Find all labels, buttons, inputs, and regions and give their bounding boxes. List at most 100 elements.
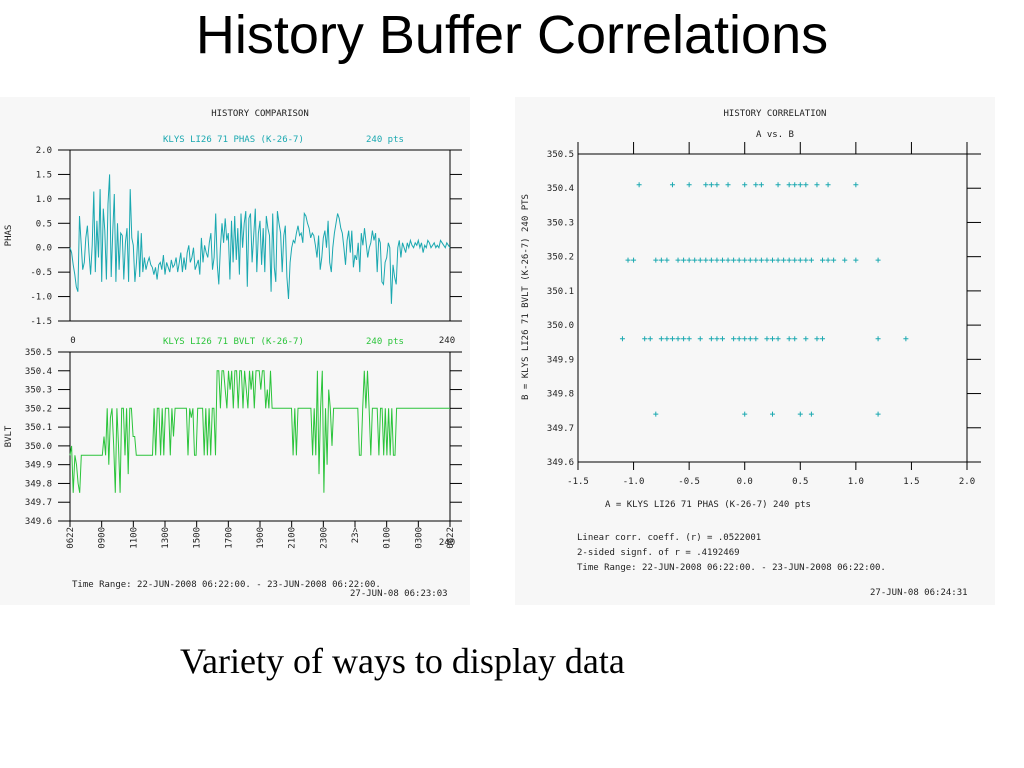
scatter-point — [725, 257, 731, 263]
scatter-point — [764, 257, 770, 263]
time-tick-label: 23> — [351, 526, 361, 543]
scatter-point — [697, 336, 703, 342]
time-tick-label: 0622 — [66, 527, 76, 549]
scatter-point — [803, 257, 809, 263]
y-tick-label: 350.3 — [547, 218, 574, 228]
scatter-point — [786, 182, 792, 188]
scatter-point — [753, 182, 759, 188]
scatter-point — [719, 336, 725, 342]
scatter-point — [853, 257, 859, 263]
scatter-point — [797, 182, 803, 188]
time-tick-label: 1300 — [161, 527, 171, 549]
history-correlation-panel: HISTORY CORRELATION A vs. B A = KLYS LI2… — [515, 97, 995, 605]
history-comparison-panel: HISTORY COMPARISON KLYS LI26 71 PHAS (K-… — [0, 97, 470, 605]
scatter-point — [781, 257, 787, 263]
top-x-end-label: 240 — [439, 336, 455, 346]
scatter-point — [719, 257, 725, 263]
scatter-point — [714, 257, 720, 263]
x-tick-label: 0.5 — [792, 477, 808, 487]
time-tick-label: 2100 — [288, 527, 298, 549]
plot-frame — [69, 149, 451, 322]
scatter-point — [786, 257, 792, 263]
y-tick-label: 350.1 — [547, 287, 574, 297]
x-axis-label: A = KLYS LI26 71 PHAS (K-26-7) 240 pts — [605, 500, 811, 510]
scatter-point — [686, 257, 692, 263]
scatter-point — [825, 182, 831, 188]
time-tick-label: 1700 — [224, 527, 234, 549]
scatter-point — [758, 257, 764, 263]
stats-line: Linear corr. coeff. (r) = .0522001 — [577, 533, 761, 543]
scatter-point — [681, 336, 687, 342]
y-tick-label: -0.5 — [30, 268, 52, 278]
stats-line: 2-sided signf. of r = .4192469 — [577, 548, 740, 558]
scatter-point — [714, 182, 720, 188]
scatter-point — [808, 411, 814, 417]
x-tick-label: -1.0 — [623, 477, 645, 487]
y-axis-label: BVLT — [4, 425, 14, 447]
scatter-point — [742, 411, 748, 417]
scatter-point — [664, 336, 670, 342]
y-tick-label: -1.5 — [30, 317, 52, 327]
timestamp: 27-JUN-08 06:23:03 — [350, 589, 448, 599]
scatter-point — [875, 411, 881, 417]
x-tick-label: 0.0 — [737, 477, 753, 487]
scatter-point — [792, 182, 798, 188]
y-tick-label: 350.5 — [547, 150, 574, 160]
scatter-point — [792, 257, 798, 263]
time-tick-label: 1500 — [193, 527, 203, 549]
plot-frame — [577, 153, 968, 463]
bottom-series-label: KLYS LI26 71 BVLT (K-26-7) — [163, 337, 304, 347]
scatter-point — [636, 182, 642, 188]
bottom-series-pts: 240 pts — [366, 337, 404, 347]
panel-subheading: A vs. B — [756, 130, 794, 140]
timestamp: 27-JUN-08 06:24:31 — [870, 588, 968, 598]
scatter-point — [708, 182, 714, 188]
scatter-point — [742, 182, 748, 188]
scatter-point — [736, 336, 742, 342]
scatter-point — [814, 182, 820, 188]
y-tick-label: 349.9 — [25, 461, 52, 471]
scatter-point — [653, 257, 659, 263]
scatter-point — [653, 411, 659, 417]
x-tick-label: 2.0 — [959, 477, 975, 487]
scatter-point — [803, 336, 809, 342]
scatter-point — [669, 336, 675, 342]
series-line-phas — [69, 174, 451, 304]
y-axis-label: B = KLYS LI26 71 BVLT (K-26-7) 240 PTS — [521, 194, 531, 400]
y-tick-label: 349.9 — [547, 355, 574, 365]
scatter-point — [775, 182, 781, 188]
series-line-bvlt — [69, 370, 450, 493]
scatter-point — [625, 257, 631, 263]
x-tick-label: 1.5 — [903, 477, 919, 487]
scatter-point — [820, 257, 826, 263]
y-axis-label: PHAS — [4, 225, 14, 247]
x-tick-label: -0.5 — [678, 477, 700, 487]
y-tick-label: 350.5 — [25, 348, 52, 358]
stats-line: Time Range: 22-JUN-2008 06:22:00. - 23-J… — [577, 563, 886, 573]
scatter-point — [692, 257, 698, 263]
scatter-point — [770, 411, 775, 417]
scatter-point — [708, 336, 714, 342]
scatter-point — [686, 336, 692, 342]
y-tick-label: 349.7 — [547, 424, 574, 434]
scatter-point — [853, 182, 859, 188]
time-tick-label: 0300 — [414, 527, 424, 549]
y-tick-label: 350.2 — [547, 253, 574, 263]
history-correlation-chart: HISTORY CORRELATION A vs. B A = KLYS LI2… — [521, 109, 981, 598]
scatter-point — [708, 257, 714, 263]
x-tick-label: -1.5 — [567, 477, 589, 487]
scatter-point — [797, 257, 803, 263]
scatter-point — [842, 257, 848, 263]
scatter-point — [675, 257, 681, 263]
scatter-point — [875, 336, 881, 342]
scatter-point — [820, 336, 826, 342]
y-tick-label: 350.1 — [25, 423, 52, 433]
scatter-point — [669, 182, 675, 188]
y-tick-label: 349.7 — [25, 498, 52, 508]
time-tick-label: 0900 — [98, 527, 108, 549]
scatter-point — [797, 411, 803, 417]
scatter-point — [758, 182, 764, 188]
y-tick-label: 1.0 — [36, 195, 52, 205]
scatter-point — [697, 257, 703, 263]
y-tick-label: 349.6 — [547, 458, 574, 468]
